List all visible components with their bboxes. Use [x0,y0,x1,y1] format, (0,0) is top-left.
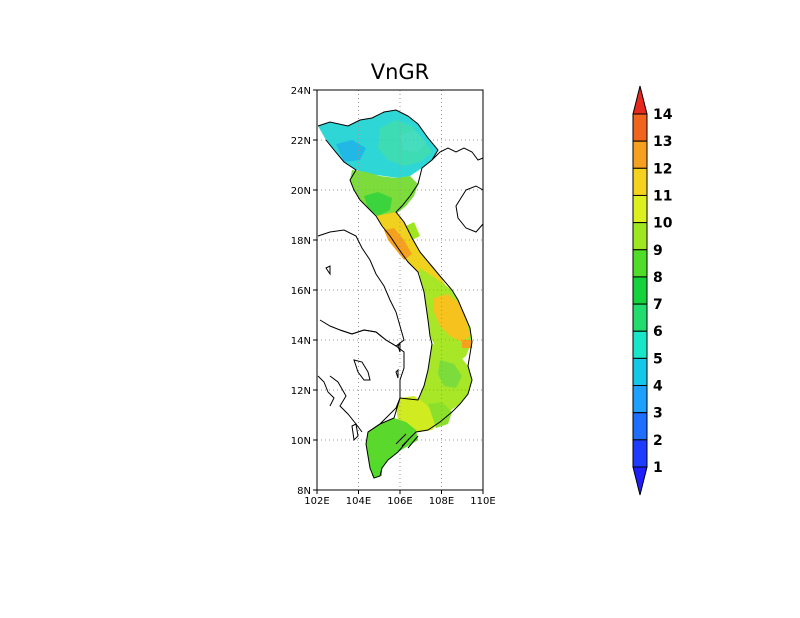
lon-labels: 102E 104E 106E 108E 110E [304,496,495,507]
region-coast-lightgreen [406,222,420,240]
region-delta-green [364,192,392,216]
colorbar-label: 8 [653,270,663,286]
lat-label: 10N [291,436,311,447]
region-southeast-green [428,402,452,428]
colorbar-label: 12 [653,161,672,177]
colorbar-label: 11 [653,188,672,204]
colorbar-box [632,194,648,224]
colorbar-box [632,113,648,142]
thailand-coast [317,375,335,407]
hainan-island [455,185,484,233]
lon-label: 106E [387,496,412,507]
map-panel [316,89,484,491]
colorbar-label: 9 [653,243,663,259]
map-title: VnGR [371,60,430,84]
island-phu-quoc [351,423,359,442]
colorbar-label: 4 [653,379,663,395]
region-highland-green [438,360,462,388]
colorbar-box [632,167,648,196]
colorbar-over-triangle [632,85,648,115]
lat-label: 20N [291,186,311,197]
region-ha-tinh-orange [384,228,412,260]
island-small [325,265,401,379]
lat-labels: 24N 22N 20N 18N 16N 14N 12N 10N 8N [291,86,311,497]
colorbar-label: 6 [653,324,663,340]
colorbar-label: 10 [653,216,673,232]
lon-label: 110E [470,496,495,507]
colorbar-label: 2 [653,433,663,449]
colorbar-label: 3 [653,406,663,422]
mekong-delta-rivers [395,433,419,449]
region-orange-coast-cell [462,340,472,348]
colorbar-label: 1 [653,460,663,476]
colorbar-box [632,140,648,169]
colorbar-label: 14 [653,107,673,123]
colorbar-box [632,249,648,278]
lat-label: 14N [291,336,311,347]
colorbar-box [632,385,648,414]
colorbar-box [632,357,648,387]
lon-label: 102E [304,496,329,507]
lat-label: 16N [291,286,311,297]
tonle-sap [353,359,371,381]
colorbar-box [632,303,648,332]
region-northeast-mint [400,130,426,152]
lat-label: 24N [291,86,311,97]
coastlines [317,109,484,479]
lon-label: 108E [429,496,454,507]
data-field [318,110,472,478]
colorbar-box [632,330,648,359]
region-northwest-blue [336,140,366,162]
lat-label: 12N [291,386,311,397]
colorbar-box [632,222,648,251]
colorbar-box [632,439,648,468]
colorbar-box [632,412,648,441]
colorbar-label: 5 [653,351,663,367]
region-delta-tip [372,460,382,476]
gulf-coast-china [431,147,484,161]
laos-border [325,139,433,345]
axis-ticks [313,89,484,494]
colorbar-label: 13 [653,134,672,150]
colorbar-box [632,276,648,305]
cambodia-border [367,343,433,433]
gridlines [317,90,483,490]
colorbar-under-triangle [632,466,648,496]
lat-label: 22N [291,136,311,147]
colorbar-label: 7 [653,297,663,313]
lat-label: 18N [291,236,311,247]
region-south-central-coast [434,294,470,342]
lat-label: 8N [297,486,311,497]
vietnam-outline [317,109,473,479]
lon-label: 104E [346,496,371,507]
